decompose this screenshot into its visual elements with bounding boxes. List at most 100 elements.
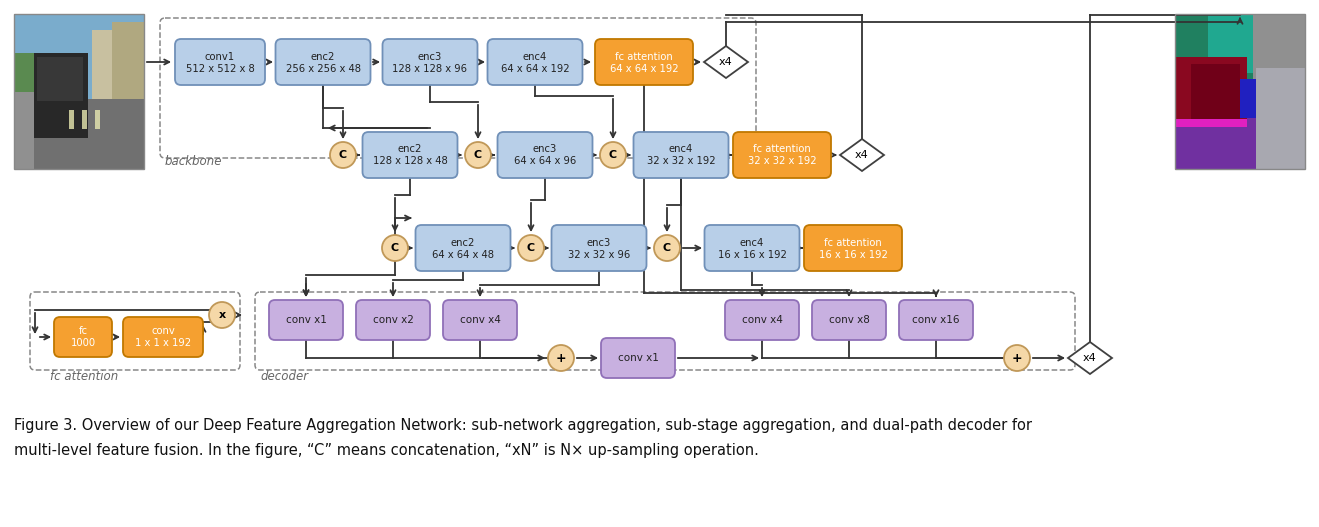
FancyBboxPatch shape xyxy=(15,53,59,122)
Text: conv x2: conv x2 xyxy=(372,315,413,325)
Text: enc4: enc4 xyxy=(740,238,764,248)
Text: C: C xyxy=(339,150,347,160)
FancyBboxPatch shape xyxy=(1175,14,1304,169)
Text: 64 x 64 x 192: 64 x 64 x 192 xyxy=(609,63,678,73)
Text: 64 x 64 x 96: 64 x 64 x 96 xyxy=(514,157,576,167)
Circle shape xyxy=(600,142,627,168)
FancyBboxPatch shape xyxy=(37,57,83,101)
FancyBboxPatch shape xyxy=(601,338,675,378)
Text: enc3: enc3 xyxy=(533,144,557,154)
Text: conv x1: conv x1 xyxy=(285,315,326,325)
FancyBboxPatch shape xyxy=(1175,14,1304,79)
Text: +: + xyxy=(1012,352,1022,365)
FancyBboxPatch shape xyxy=(633,132,728,178)
Circle shape xyxy=(330,142,356,168)
FancyBboxPatch shape xyxy=(1240,79,1260,118)
FancyBboxPatch shape xyxy=(443,300,517,340)
FancyBboxPatch shape xyxy=(1207,14,1279,73)
Text: multi-level feature fusion. In the figure, “C” means concatenation, “xN” is N× u: multi-level feature fusion. In the figur… xyxy=(15,443,758,458)
Text: Figure 3. Overview of our Deep Feature Aggregation Network: sub-network aggregat: Figure 3. Overview of our Deep Feature A… xyxy=(15,418,1031,433)
Text: enc4: enc4 xyxy=(522,52,547,62)
FancyBboxPatch shape xyxy=(488,39,583,85)
FancyBboxPatch shape xyxy=(15,99,144,169)
FancyBboxPatch shape xyxy=(595,39,692,85)
Text: 64 x 64 x 48: 64 x 64 x 48 xyxy=(433,249,495,259)
Circle shape xyxy=(518,235,543,261)
Text: x4: x4 xyxy=(855,150,869,160)
Text: conv x8: conv x8 xyxy=(828,315,869,325)
Text: 1 x 1 x 192: 1 x 1 x 192 xyxy=(135,338,191,348)
Text: C: C xyxy=(526,243,536,253)
FancyBboxPatch shape xyxy=(1253,14,1304,99)
Text: enc3: enc3 xyxy=(587,238,611,248)
Text: enc4: enc4 xyxy=(669,144,692,154)
Text: enc3: enc3 xyxy=(418,52,442,62)
Text: 64 x 64 x 192: 64 x 64 x 192 xyxy=(501,63,570,73)
FancyBboxPatch shape xyxy=(1175,57,1246,127)
FancyBboxPatch shape xyxy=(95,110,100,129)
Text: 16 x 16 x 192: 16 x 16 x 192 xyxy=(819,249,888,259)
FancyBboxPatch shape xyxy=(1191,64,1240,122)
FancyBboxPatch shape xyxy=(415,225,510,271)
Text: C: C xyxy=(663,243,671,253)
Text: 256 x 256 x 48: 256 x 256 x 48 xyxy=(285,63,360,73)
Text: conv x16: conv x16 xyxy=(913,315,960,325)
Text: 32 x 32 x 192: 32 x 32 x 192 xyxy=(646,157,715,167)
Circle shape xyxy=(654,235,681,261)
Text: fc attention: fc attention xyxy=(50,370,119,383)
Text: conv x4: conv x4 xyxy=(459,315,500,325)
Text: x: x xyxy=(219,310,226,320)
FancyBboxPatch shape xyxy=(276,39,371,85)
FancyBboxPatch shape xyxy=(92,30,144,107)
FancyBboxPatch shape xyxy=(356,300,430,340)
FancyBboxPatch shape xyxy=(33,53,88,138)
FancyBboxPatch shape xyxy=(805,225,902,271)
Text: C: C xyxy=(474,150,481,160)
Text: 32 x 32 x 192: 32 x 32 x 192 xyxy=(748,157,816,167)
Text: enc2: enc2 xyxy=(451,238,475,248)
Text: x4: x4 xyxy=(719,57,733,67)
Text: 128 x 128 x 96: 128 x 128 x 96 xyxy=(393,63,467,73)
FancyBboxPatch shape xyxy=(725,300,799,340)
FancyBboxPatch shape xyxy=(269,300,343,340)
Polygon shape xyxy=(1068,342,1112,374)
Text: decoder: decoder xyxy=(260,370,309,383)
FancyBboxPatch shape xyxy=(82,110,87,129)
Circle shape xyxy=(547,345,574,371)
Circle shape xyxy=(208,302,235,328)
FancyBboxPatch shape xyxy=(551,225,646,271)
Text: conv x1: conv x1 xyxy=(617,353,658,363)
FancyBboxPatch shape xyxy=(813,300,886,340)
FancyBboxPatch shape xyxy=(704,225,799,271)
Text: fc attention: fc attention xyxy=(753,144,811,154)
FancyBboxPatch shape xyxy=(497,132,592,178)
Text: x4: x4 xyxy=(1083,353,1097,363)
FancyBboxPatch shape xyxy=(383,39,477,85)
Text: conv x4: conv x4 xyxy=(741,315,782,325)
FancyBboxPatch shape xyxy=(733,132,831,178)
FancyBboxPatch shape xyxy=(15,14,144,169)
Text: C: C xyxy=(609,150,617,160)
Text: C: C xyxy=(390,243,400,253)
FancyBboxPatch shape xyxy=(900,300,973,340)
Text: 1000: 1000 xyxy=(70,338,95,348)
FancyBboxPatch shape xyxy=(175,39,265,85)
Text: 512 x 512 x 8: 512 x 512 x 8 xyxy=(186,63,255,73)
Text: fc attention: fc attention xyxy=(824,238,882,248)
Text: conv1: conv1 xyxy=(204,52,235,62)
Text: 16 x 16 x 192: 16 x 16 x 192 xyxy=(718,249,786,259)
Text: 32 x 32 x 96: 32 x 32 x 96 xyxy=(568,249,630,259)
Circle shape xyxy=(383,235,408,261)
FancyBboxPatch shape xyxy=(54,317,112,357)
Polygon shape xyxy=(704,46,748,78)
FancyBboxPatch shape xyxy=(363,132,458,178)
FancyBboxPatch shape xyxy=(112,22,144,107)
Circle shape xyxy=(466,142,491,168)
FancyBboxPatch shape xyxy=(123,317,203,357)
Text: +: + xyxy=(555,352,566,365)
Text: enc2: enc2 xyxy=(311,52,335,62)
Text: backbone: backbone xyxy=(165,155,223,168)
FancyBboxPatch shape xyxy=(69,110,74,129)
Text: conv: conv xyxy=(152,327,175,337)
Circle shape xyxy=(1004,345,1030,371)
